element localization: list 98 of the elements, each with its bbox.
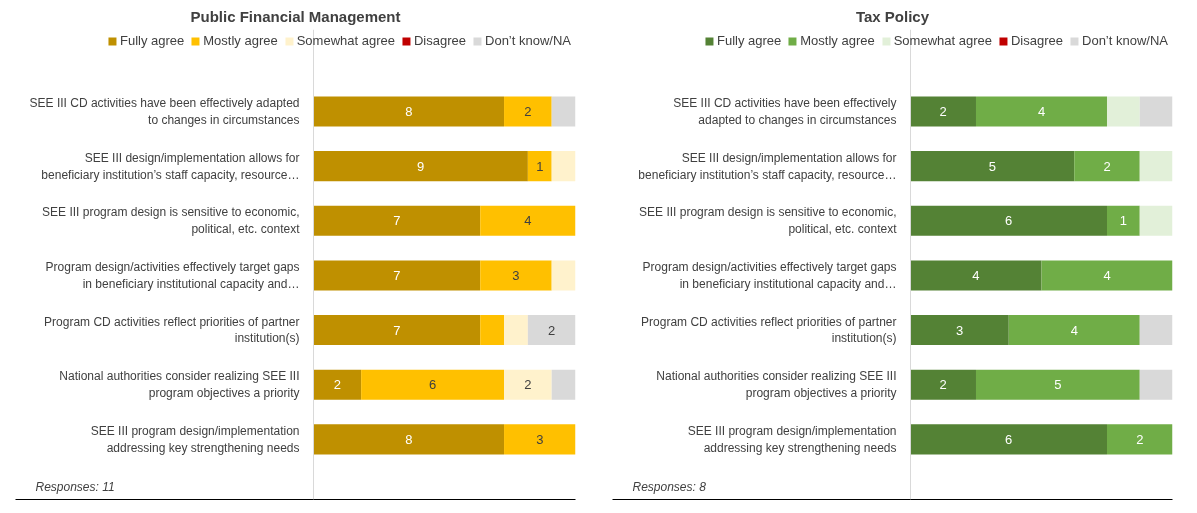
data-label: 8 [405, 431, 413, 447]
legend-label: Fully agree [716, 33, 782, 48]
y-tick-label: SEE III design/implementation allows for beneficiary institution’s staff capacity, resource… [41, 150, 300, 182]
chart-title: Tax Policy [855, 7, 930, 25]
legend-label: Disagree [1010, 33, 1064, 48]
data-label: 8 [405, 103, 413, 119]
y-tick-label: SEE III CD activities have been effectively adapted to changes in circumstances [673, 96, 897, 127]
bar [313, 369, 362, 400]
data-label: 6 [1005, 213, 1013, 229]
bar [1139, 315, 1173, 346]
y-tick-label: Program design/activities effectively target gaps in beneficiary institutional capacity and… [642, 260, 897, 291]
data-label: 4 [1070, 322, 1078, 338]
bar [313, 151, 528, 182]
text: Responses: 11 [35, 480, 115, 495]
data-label: 2 [333, 377, 341, 393]
bar [527, 315, 576, 346]
data-label: 3 [536, 431, 544, 447]
data-label: 2 [524, 103, 532, 119]
bar [313, 315, 481, 346]
bar [480, 205, 576, 236]
bar [1008, 315, 1140, 346]
bar [1139, 96, 1173, 127]
y-tick-label: SEE III design/implementation allows for beneficiary institution’s staff capacity, resource… [638, 150, 897, 182]
bar [910, 260, 1042, 291]
bar [551, 260, 576, 291]
data-label: 4 [1103, 267, 1111, 283]
data-label: 5 [1054, 377, 1062, 393]
data-label: 6 [1005, 431, 1013, 447]
legend-label: Disagree [413, 33, 467, 48]
bar [504, 424, 576, 455]
bar [313, 424, 505, 455]
y-tick-label: SEE III program design/implementation addressing key strengthening needs [687, 423, 897, 455]
legend-label: Somewhat agree [296, 33, 395, 48]
y-tick-label: Program design/activities effectively target gaps in beneficiary institutional capacity and… [45, 260, 300, 291]
y-tick-label: National authorities consider realizing SEE III program objectives a priority [59, 369, 300, 401]
legend-label: Don’t know/NA [485, 33, 571, 48]
bar [1107, 424, 1173, 455]
data-label: 6 [428, 377, 437, 393]
data-label: 2 [548, 322, 556, 338]
data-label: 2 [524, 377, 532, 393]
data-label: 9 [417, 158, 425, 174]
bar [313, 96, 505, 127]
bar [1041, 260, 1173, 291]
data-label: 3 [956, 322, 964, 338]
y-tick-label: SEE III program design is sensitive to economic, political, etc. context [42, 205, 301, 237]
data-label: 1 [536, 158, 544, 174]
y-tick-label: Program CD activities reflect priorities of partner institution(s) [44, 314, 300, 346]
legend-label: Somewhat agree [893, 33, 992, 48]
y-tick-label: SEE III program design/implementation addressing key strengthening needs [90, 423, 300, 455]
data-label: 7 [393, 322, 401, 338]
y-tick-label: SEE III CD activities have been effectively adapted to changes in circumstances [29, 96, 300, 127]
bar [975, 96, 1107, 127]
bar [480, 260, 552, 291]
y-tick-label: SEE III program design is sensitive to economic, political, etc. context [639, 205, 898, 237]
bar [1139, 151, 1173, 182]
data-label: 4 [524, 213, 532, 229]
bar [504, 96, 552, 127]
y-tick-label: Program CD activities reflect priorities of partner institution(s) [641, 314, 897, 346]
bar [313, 260, 481, 291]
data-label: 7 [393, 267, 401, 283]
bar [910, 315, 1009, 346]
legend-label: Don’t know/NA [1082, 33, 1168, 48]
bar [1139, 205, 1173, 236]
data-label: 1 [1119, 213, 1127, 229]
data-label: 5 [988, 158, 996, 174]
legend-label: Fully agree [119, 33, 185, 48]
bar [975, 369, 1140, 400]
bar [527, 151, 552, 182]
legend-label: Mostly agree [203, 33, 278, 48]
bar [1074, 151, 1140, 182]
bar [480, 315, 505, 346]
bar [1139, 369, 1173, 400]
bar [551, 151, 576, 182]
data-label: 2 [1103, 158, 1111, 174]
bar [910, 151, 1075, 182]
bar [504, 315, 528, 346]
data-label: 2 [939, 103, 947, 119]
bar [1107, 96, 1140, 127]
y-tick-label: National authorities consider realizing SEE III program objectives a priority [656, 369, 897, 401]
bar [504, 369, 552, 400]
bar [313, 205, 481, 236]
bar [551, 96, 576, 127]
bar [910, 369, 976, 400]
data-label: 2 [1136, 431, 1144, 447]
text: Responses: 8 [632, 480, 707, 495]
bar [910, 205, 1107, 236]
bar [910, 424, 1107, 455]
data-label: 4 [972, 267, 980, 283]
bar [910, 96, 976, 127]
data-label: 7 [393, 213, 401, 229]
chart-title: Public Financial Management [190, 7, 401, 25]
bar [1107, 205, 1140, 236]
bar [551, 369, 576, 400]
bar [361, 369, 505, 400]
data-label: 4 [1037, 103, 1046, 119]
data-label: 2 [939, 377, 947, 393]
data-label: 3 [512, 267, 520, 283]
legend-label: Mostly agree [800, 33, 875, 48]
